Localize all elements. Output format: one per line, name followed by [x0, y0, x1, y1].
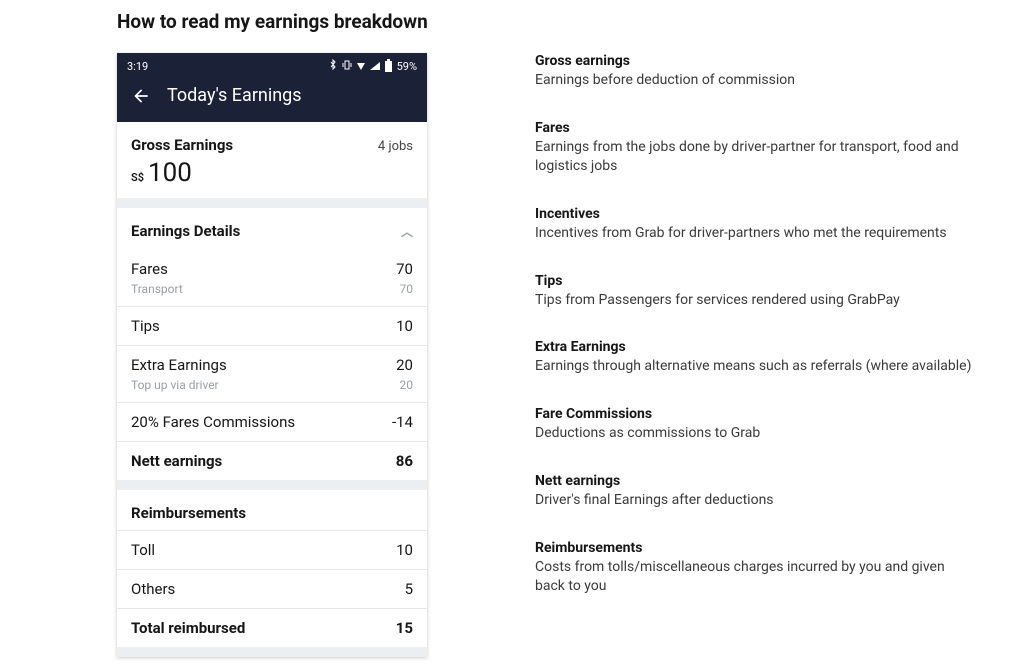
extra-value: 20 [396, 356, 413, 374]
def-extra: Extra Earnings Earnings through alternat… [535, 339, 975, 376]
def-commissions-desc: Deductions as commissions to Grab [535, 424, 975, 443]
chevron-up-icon: ︿ [401, 223, 413, 240]
nett-label: Nett earnings [131, 452, 222, 470]
phone-mock: 3:19 59% [117, 53, 427, 657]
def-nett-desc: Driver's final Earnings after deductions [535, 491, 975, 510]
def-gross: Gross earnings Earnings before deduction… [535, 53, 975, 90]
currency: S$ [131, 171, 144, 184]
row-total-reimbursed: Total reimbursed 15 [117, 608, 427, 647]
def-reimbursements-term: Reimbursements [535, 540, 975, 556]
vibrate-icon [342, 60, 352, 73]
def-reimbursements: Reimbursements Costs from tolls/miscella… [535, 540, 975, 596]
back-arrow-icon[interactable] [131, 86, 151, 106]
others-value: 5 [405, 580, 413, 598]
phone-header: 3:19 59% [117, 53, 427, 122]
def-tips-desc: Tips from Passengers for services render… [535, 291, 975, 310]
section-divider [117, 480, 427, 490]
battery-pct: 59% [397, 60, 417, 73]
status-right: 59% [329, 59, 417, 73]
nett-value: 86 [396, 452, 413, 470]
def-gross-desc: Earnings before deduction of commission [535, 71, 975, 90]
section-divider [117, 198, 427, 208]
row-fares-sub: Transport 70 [117, 282, 427, 306]
fares-sub-value: 70 [400, 282, 414, 296]
extra-label: Extra Earnings [131, 356, 227, 374]
gross-amount: S$ 100 [131, 158, 413, 188]
def-nett-term: Nett earnings [535, 473, 975, 489]
page-title: How to read my earnings breakdown [117, 10, 1019, 33]
signal-icon [370, 62, 380, 70]
extra-sub-label: Top up via driver [131, 378, 219, 392]
earnings-details-header[interactable]: Earnings Details ︿ [117, 208, 427, 250]
reimbursements-header: Reimbursements [117, 490, 427, 530]
def-incentives-desc: Incentives from Grab for driver-partners… [535, 224, 975, 243]
fares-sub-label: Transport [131, 282, 183, 296]
extra-sub-value: 20 [400, 378, 414, 392]
jobs-count: 4 jobs [378, 139, 413, 154]
toll-label: Toll [131, 541, 155, 559]
total-reimbursed-value: 15 [396, 619, 413, 637]
def-commissions: Fare Commissions Deductions as commissio… [535, 406, 975, 443]
def-extra-desc: Earnings through alternative means such … [535, 357, 975, 376]
screen-title: Today's Earnings [167, 85, 302, 106]
status-time: 3:19 [127, 60, 148, 73]
def-tips: Tips Tips from Passengers for services r… [535, 273, 975, 310]
row-commissions: 20% Fares Commissions -14 [117, 402, 427, 441]
row-extra-sub: Top up via driver 20 [117, 378, 427, 402]
def-fares-desc: Earnings from the jobs done by driver-pa… [535, 138, 975, 176]
phone-body: Gross Earnings 4 jobs S$ 100 Earnings De… [117, 122, 427, 657]
def-reimbursements-desc: Costs from tolls/miscellaneous charges i… [535, 558, 975, 596]
title-bar: Today's Earnings [117, 75, 427, 122]
row-toll: Toll 10 [117, 530, 427, 569]
fares-value: 70 [396, 260, 413, 278]
def-incentives-term: Incentives [535, 206, 975, 222]
tips-label: Tips [131, 317, 160, 335]
total-reimbursed-label: Total reimbursed [131, 619, 245, 637]
row-tips: Tips 10 [117, 306, 427, 345]
def-fares-term: Fares [535, 120, 975, 136]
row-others: Others 5 [117, 569, 427, 608]
commissions-label: 20% Fares Commissions [131, 413, 295, 431]
def-commissions-term: Fare Commissions [535, 406, 975, 422]
def-gross-term: Gross earnings [535, 53, 975, 69]
commissions-value: -14 [392, 413, 413, 431]
def-extra-term: Extra Earnings [535, 339, 975, 355]
def-tips-term: Tips [535, 273, 975, 289]
def-incentives: Incentives Incentives from Grab for driv… [535, 206, 975, 243]
battery-icon [385, 61, 392, 72]
gross-amount-value: 100 [148, 158, 192, 188]
toll-value: 10 [396, 541, 413, 559]
section-divider [117, 647, 427, 657]
fares-label: Fares [131, 260, 168, 278]
gross-earnings-label: Gross Earnings [131, 136, 233, 154]
status-bar: 3:19 59% [117, 53, 427, 75]
def-fares: Fares Earnings from the jobs done by dri… [535, 120, 975, 176]
wifi-icon [357, 63, 365, 70]
earnings-details-label: Earnings Details [131, 222, 240, 240]
tips-value: 10 [396, 317, 413, 335]
others-label: Others [131, 580, 175, 598]
definitions-column: Gross earnings Earnings before deduction… [535, 53, 975, 657]
def-nett: Nett earnings Driver's final Earnings af… [535, 473, 975, 510]
row-nett: Nett earnings 86 [117, 441, 427, 480]
bluetooth-icon [329, 59, 337, 73]
